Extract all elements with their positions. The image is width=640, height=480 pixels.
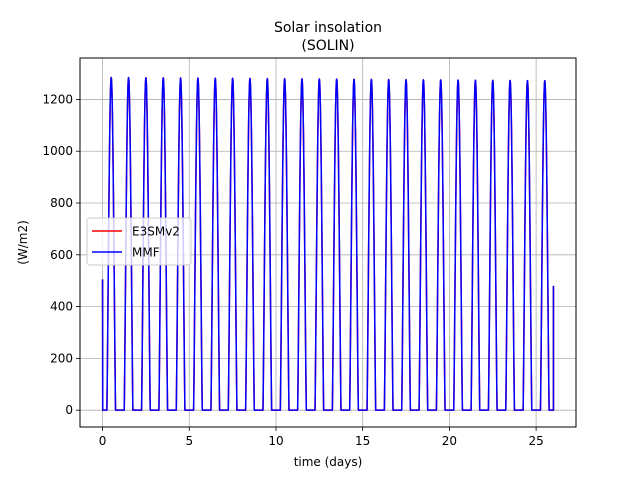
chart-title: Solar insolation [274, 20, 382, 36]
y-axis: 0 200 400 600 800 1000 1200 [42, 92, 80, 417]
y-tick-label: 800 [50, 196, 73, 210]
legend-label-mmf: MMF [132, 246, 160, 260]
x-tick-label: 20 [442, 434, 457, 448]
x-tick-label: 10 [268, 434, 283, 448]
legend: E3SMv2 MMF [86, 217, 192, 266]
x-axis-label: time (days) [294, 455, 363, 469]
x-tick-label: 5 [185, 434, 193, 448]
y-tick-label: 1000 [42, 144, 73, 158]
y-tick-label: 1200 [42, 92, 73, 106]
x-tick-label: 0 [99, 434, 107, 448]
y-tick-label: 200 [50, 351, 73, 365]
y-tick-label: 600 [50, 248, 73, 262]
legend-label-e3smv2: E3SMv2 [132, 225, 180, 239]
x-axis: 0 5 10 15 20 25 [99, 427, 544, 448]
y-tick-label: 400 [50, 300, 73, 314]
x-tick-label: 15 [355, 434, 370, 448]
plot-frame [79, 57, 577, 428]
x-tick-label: 25 [528, 434, 543, 448]
y-tick-label: 0 [65, 403, 73, 417]
legend-box [86, 217, 192, 266]
y-axis-label: (W/m2) [16, 220, 30, 265]
chart-subtitle: (SOLIN) [301, 38, 354, 54]
